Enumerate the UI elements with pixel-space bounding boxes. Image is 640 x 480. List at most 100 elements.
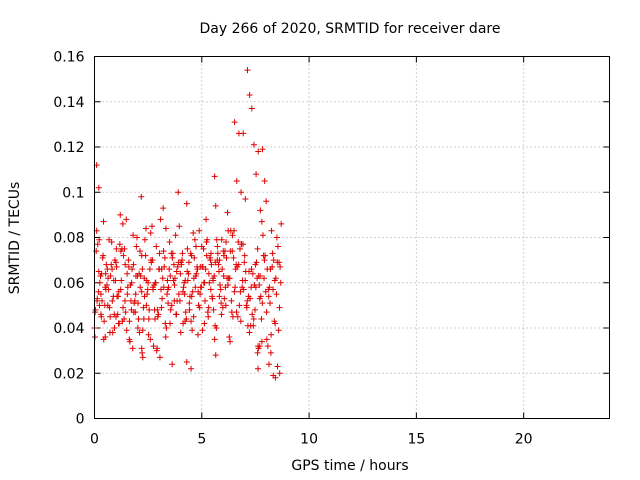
data-point <box>169 254 176 261</box>
data-point <box>171 282 178 289</box>
y-tick-label: 0.08 <box>53 231 84 247</box>
data-point <box>257 272 264 279</box>
data-point <box>273 291 280 298</box>
data-point <box>227 338 234 345</box>
data-point <box>169 361 176 368</box>
x-tick-label: 0 <box>90 432 99 448</box>
data-point <box>235 261 242 268</box>
data-point <box>233 309 240 316</box>
data-point <box>167 272 174 279</box>
data-point <box>215 261 222 268</box>
data-point <box>196 227 203 234</box>
data-point <box>263 309 270 316</box>
data-point <box>146 266 153 273</box>
data-point <box>103 282 110 289</box>
data-point <box>225 227 232 234</box>
data-point <box>144 286 151 293</box>
data-point <box>179 250 186 257</box>
data-point <box>160 248 167 255</box>
data-point <box>161 254 168 261</box>
data-point <box>224 275 231 282</box>
data-point <box>130 261 137 268</box>
data-point <box>224 209 231 216</box>
y-tick-label: 0 <box>76 412 85 428</box>
y-tick-label: 0.06 <box>53 276 84 292</box>
data-point <box>96 302 103 309</box>
data-point <box>183 358 190 365</box>
data-point <box>166 239 173 246</box>
data-point <box>141 293 148 300</box>
data-point <box>101 302 108 309</box>
data-point <box>125 263 132 270</box>
data-point <box>120 304 127 311</box>
data-point <box>101 318 108 325</box>
data-point <box>246 329 253 336</box>
plot-frame <box>94 56 610 419</box>
data-point <box>211 336 218 343</box>
data-point <box>130 309 137 316</box>
data-point <box>208 250 215 257</box>
data-point <box>132 291 139 298</box>
data-point <box>257 293 264 300</box>
data-point <box>135 315 142 322</box>
data-point <box>212 202 219 209</box>
data-point <box>212 352 219 359</box>
data-point <box>152 279 159 286</box>
data-point <box>130 232 137 239</box>
data-point <box>143 277 150 284</box>
data-point <box>137 284 144 291</box>
data-point <box>190 313 197 320</box>
data-point <box>270 257 277 264</box>
data-point <box>152 315 159 322</box>
data-point <box>216 257 223 264</box>
data-point <box>221 295 228 302</box>
data-points <box>92 67 285 381</box>
data-point <box>272 374 279 381</box>
data-point <box>257 207 264 214</box>
data-point <box>126 336 133 343</box>
data-point <box>278 220 285 227</box>
data-point <box>123 327 130 334</box>
data-point <box>120 252 127 259</box>
data-point <box>124 270 131 277</box>
data-point <box>176 223 183 230</box>
data-point <box>226 334 233 341</box>
data-point <box>219 266 226 273</box>
data-point <box>180 284 187 291</box>
y-tick-label: 0.02 <box>53 366 84 382</box>
data-point <box>168 250 175 257</box>
data-point <box>205 270 212 277</box>
data-point <box>248 266 255 273</box>
data-point <box>235 239 242 246</box>
data-point <box>258 338 265 345</box>
data-point <box>230 254 237 261</box>
data-point <box>255 148 262 155</box>
data-point <box>128 279 135 286</box>
data-point <box>265 293 272 300</box>
data-point <box>232 266 239 273</box>
data-point <box>168 302 175 309</box>
data-point <box>267 300 274 307</box>
y-tick-label: 0.1 <box>62 185 84 201</box>
data-point <box>145 331 152 338</box>
data-point <box>188 293 195 300</box>
data-point <box>220 252 227 259</box>
data-point <box>249 311 256 318</box>
data-point <box>271 318 278 325</box>
data-point <box>274 363 281 370</box>
data-point <box>231 119 238 126</box>
data-point <box>135 300 142 307</box>
data-point <box>147 336 154 343</box>
data-point <box>236 245 243 252</box>
data-point <box>157 216 164 223</box>
data-point <box>237 318 244 325</box>
data-point <box>182 309 189 316</box>
data-point <box>114 311 121 318</box>
data-point <box>217 282 224 289</box>
data-point <box>117 211 124 218</box>
data-point <box>211 173 218 180</box>
data-point <box>146 306 153 313</box>
data-point <box>177 329 184 336</box>
data-point <box>117 248 124 255</box>
